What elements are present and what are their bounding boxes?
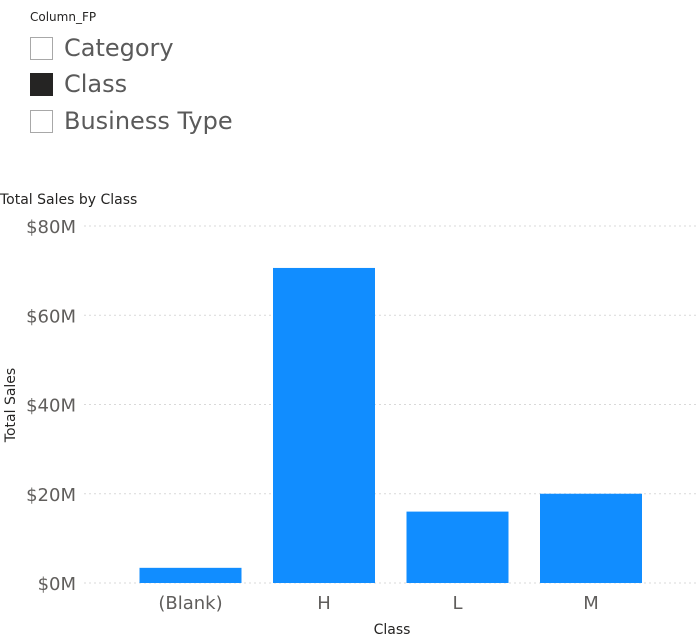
- chart-title: Total Sales by Class: [0, 192, 137, 208]
- slicer: Column_FP Category Class Business Type: [0, 0, 400, 150]
- slicer-item-label: Category: [64, 34, 174, 62]
- x-tick-label: M: [583, 593, 599, 614]
- y-tick-label: $0M: [38, 574, 76, 595]
- bars: [139, 267, 642, 583]
- slicer-item-business-type[interactable]: Business Type: [30, 105, 233, 137]
- checkbox-category[interactable]: [30, 36, 53, 60]
- slicer-item-label: Class: [64, 70, 128, 98]
- slicer-item-category[interactable]: Category: [30, 32, 174, 64]
- y-axis-title: Total Sales: [3, 368, 19, 443]
- x-axis-tick-labels: (Blank) H L M: [158, 593, 598, 614]
- y-tick-label: $20M: [26, 485, 76, 506]
- y-tick-label: $40M: [26, 396, 76, 417]
- checkbox-class[interactable]: [30, 72, 53, 96]
- x-tick-label: H: [317, 593, 331, 614]
- bar[interactable]: [273, 267, 375, 583]
- x-axis-title: Class: [374, 622, 411, 638]
- slicer-item-class[interactable]: Class: [30, 68, 127, 100]
- y-tick-label: $60M: [26, 306, 76, 327]
- y-tick-label: $80M: [26, 217, 76, 238]
- y-axis-tick-labels: $0M $20M $40M $60M $80M: [26, 217, 76, 595]
- bar[interactable]: [139, 567, 242, 583]
- slicer-item-label: Business Type: [64, 107, 233, 135]
- x-tick-label: (Blank): [158, 593, 222, 614]
- slicer-title: Column_FP: [30, 10, 97, 24]
- bar[interactable]: [406, 511, 509, 583]
- checkbox-business-type[interactable]: [30, 109, 53, 133]
- x-tick-label: L: [452, 593, 462, 614]
- bar[interactable]: [540, 493, 642, 583]
